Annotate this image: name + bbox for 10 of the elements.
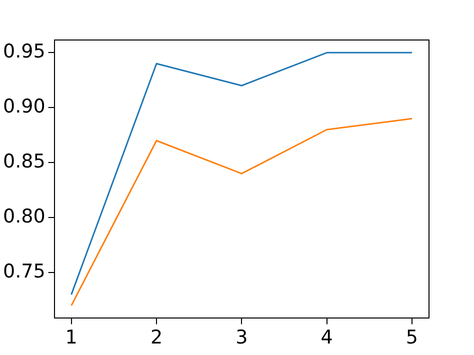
y-tick-label: 0.80 [2,206,46,228]
x-tick-label: 3 [236,326,248,349]
x-tick-label: 2 [150,326,163,349]
x-tick-label: 5 [406,326,418,349]
y-tick-label: 0.75 [2,260,46,283]
x-tick-label: 4 [320,326,333,349]
y-tick-label: 0.85 [2,150,46,173]
y-tick-label: 0.90 [2,96,46,118]
y-tick-label: 0.95 [2,40,46,63]
x-tick-label: 1 [65,326,78,349]
